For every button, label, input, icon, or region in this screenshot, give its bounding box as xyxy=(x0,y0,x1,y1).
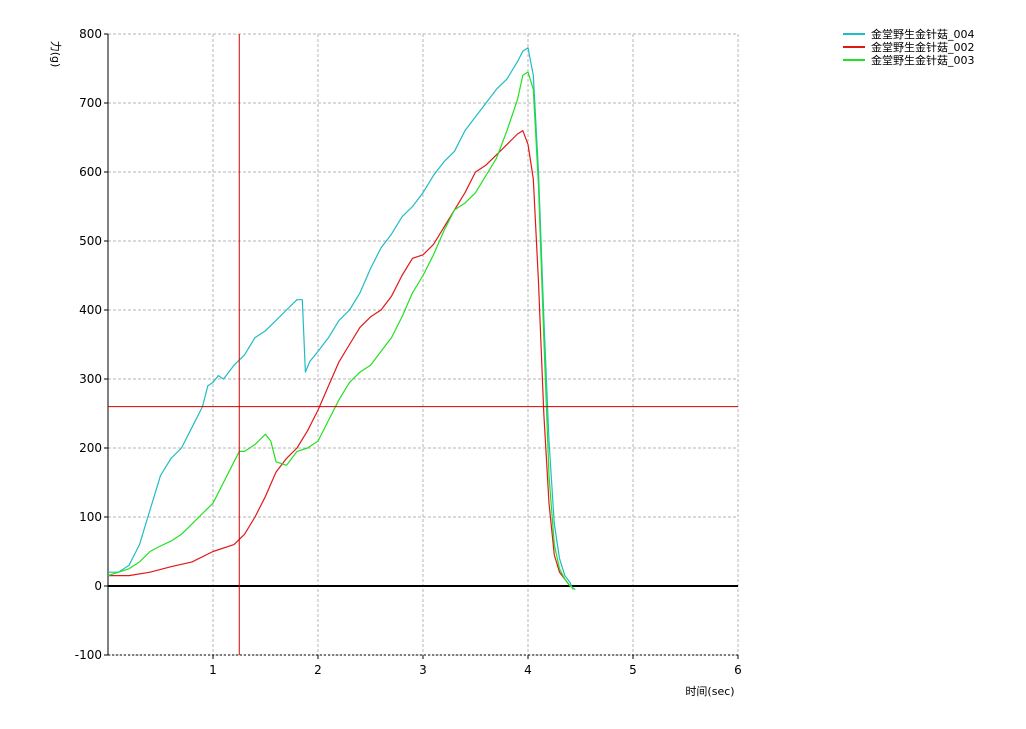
y-axis-label: 力(g) xyxy=(49,41,62,68)
x-tick-label: 1 xyxy=(209,663,217,677)
x-axis-label: 时间(sec) xyxy=(685,685,734,698)
legend-label-3: 金堂野生金针菇_003 xyxy=(871,53,975,67)
y-tick-label: 500 xyxy=(79,234,102,248)
x-tick-label: 2 xyxy=(314,663,322,677)
legend-label-2: 金堂野生金针菇_002 xyxy=(871,40,975,54)
y-tick-label: 800 xyxy=(79,27,102,41)
crosshair-cursor[interactable] xyxy=(108,34,738,655)
series-line-3 xyxy=(107,71,576,591)
y-tick-label: 400 xyxy=(79,303,102,317)
y-tick-label: -100 xyxy=(75,648,102,662)
y-tick-label: 600 xyxy=(79,165,102,179)
x-tick-label: 5 xyxy=(629,663,637,677)
grid-lines xyxy=(108,33,739,656)
y-tick-label: 100 xyxy=(79,510,102,524)
y-tick-label: 700 xyxy=(79,96,102,110)
x-axis-ticks: 1 2 3 4 5 6 xyxy=(209,655,742,677)
y-tick-label: 0 xyxy=(94,579,102,593)
y-tick-label: 200 xyxy=(79,441,102,455)
x-tick-label: 3 xyxy=(419,663,427,677)
x-tick-label: 4 xyxy=(524,663,532,677)
series-line-2 xyxy=(108,130,571,587)
x-tick-label: 6 xyxy=(734,663,742,677)
y-axis-ticks: -100 0 100 200 300 400 500 600 700 800 xyxy=(75,27,108,662)
legend-label-1: 金堂野生金针菇_004 xyxy=(871,27,975,41)
y-tick-label: 300 xyxy=(79,372,102,386)
